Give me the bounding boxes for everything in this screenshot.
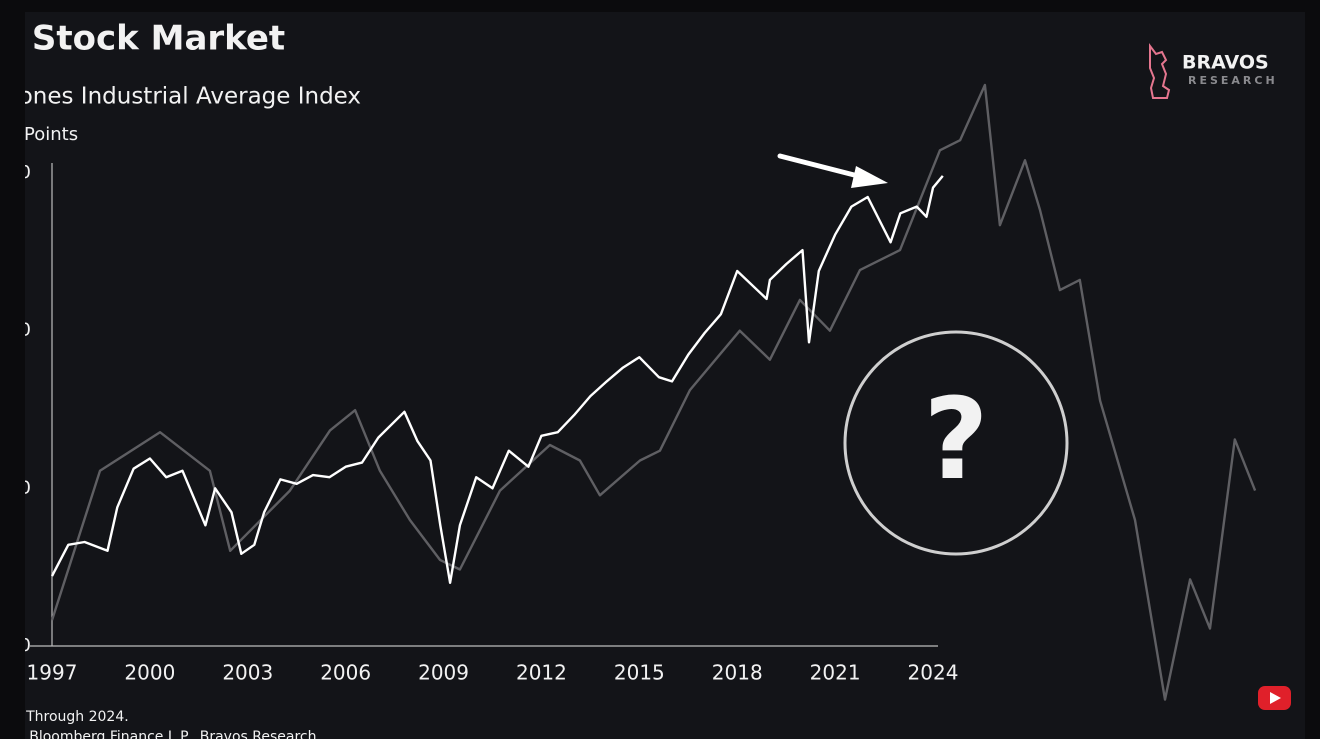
series-line xyxy=(50,83,1257,701)
x-tick-label: 2024 xyxy=(908,661,959,685)
y-tick-label: 40,000 xyxy=(0,162,31,183)
x-tick-label: 2021 xyxy=(810,661,861,685)
panel xyxy=(25,12,1305,739)
x-tick-label: 2015 xyxy=(614,661,665,685)
plot-area: US Stock Market Dow Jones Industrial Ave… xyxy=(0,19,959,739)
x-tick-label: 2006 xyxy=(320,661,371,685)
y-tick-label: 10,000 xyxy=(0,477,31,498)
series-line xyxy=(50,175,944,584)
question-circle xyxy=(843,330,1069,556)
y-axis-label: Points xyxy=(24,124,78,145)
source: Source: Bloomberg Finance L.P., Bravos R… xyxy=(0,729,316,739)
x-tick-label: 2018 xyxy=(712,661,763,685)
subtitle: Dow Jones Industrial Average Index xyxy=(0,84,361,110)
annotation: ? xyxy=(924,375,989,505)
logo: BRAVOS RESEARCH xyxy=(1149,43,1278,99)
y-tick-label: 20,000 xyxy=(0,320,31,341)
chart-title: US Stock Market xyxy=(0,19,285,59)
footnote: 1997 Through 2024. xyxy=(0,709,129,725)
y-tick-label: 5,000 xyxy=(0,635,31,656)
x-tick-label: 2003 xyxy=(222,661,273,685)
logo-sub: RESEARCH xyxy=(1188,74,1278,87)
arrow xyxy=(777,153,888,188)
logo-name: BRAVOS xyxy=(1182,52,1269,74)
x-tick-label: 1997 xyxy=(27,661,78,685)
youtube-icon[interactable] xyxy=(1258,686,1291,710)
x-tick-label: 2000 xyxy=(124,661,175,685)
x-tick-label: 2009 xyxy=(418,661,469,685)
x-tick-label: 2012 xyxy=(516,661,567,685)
